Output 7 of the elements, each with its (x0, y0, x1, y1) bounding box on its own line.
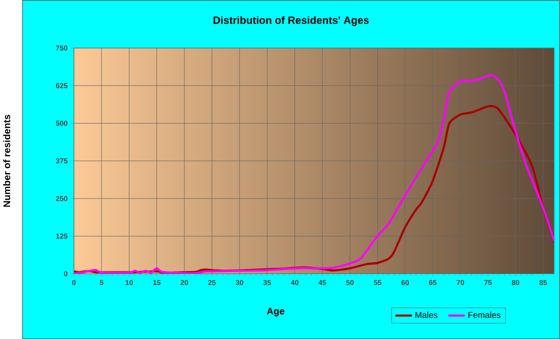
y-axis-title: Number of residents (3, 114, 10, 207)
line-series (74, 74, 554, 274)
line-series (74, 104, 554, 274)
legend-label: Males (416, 312, 438, 318)
chart-title: Distribution of Residents' Ages (214, 16, 369, 26)
x-axis-title: Age (266, 308, 284, 316)
legend-label: Females (468, 312, 500, 318)
